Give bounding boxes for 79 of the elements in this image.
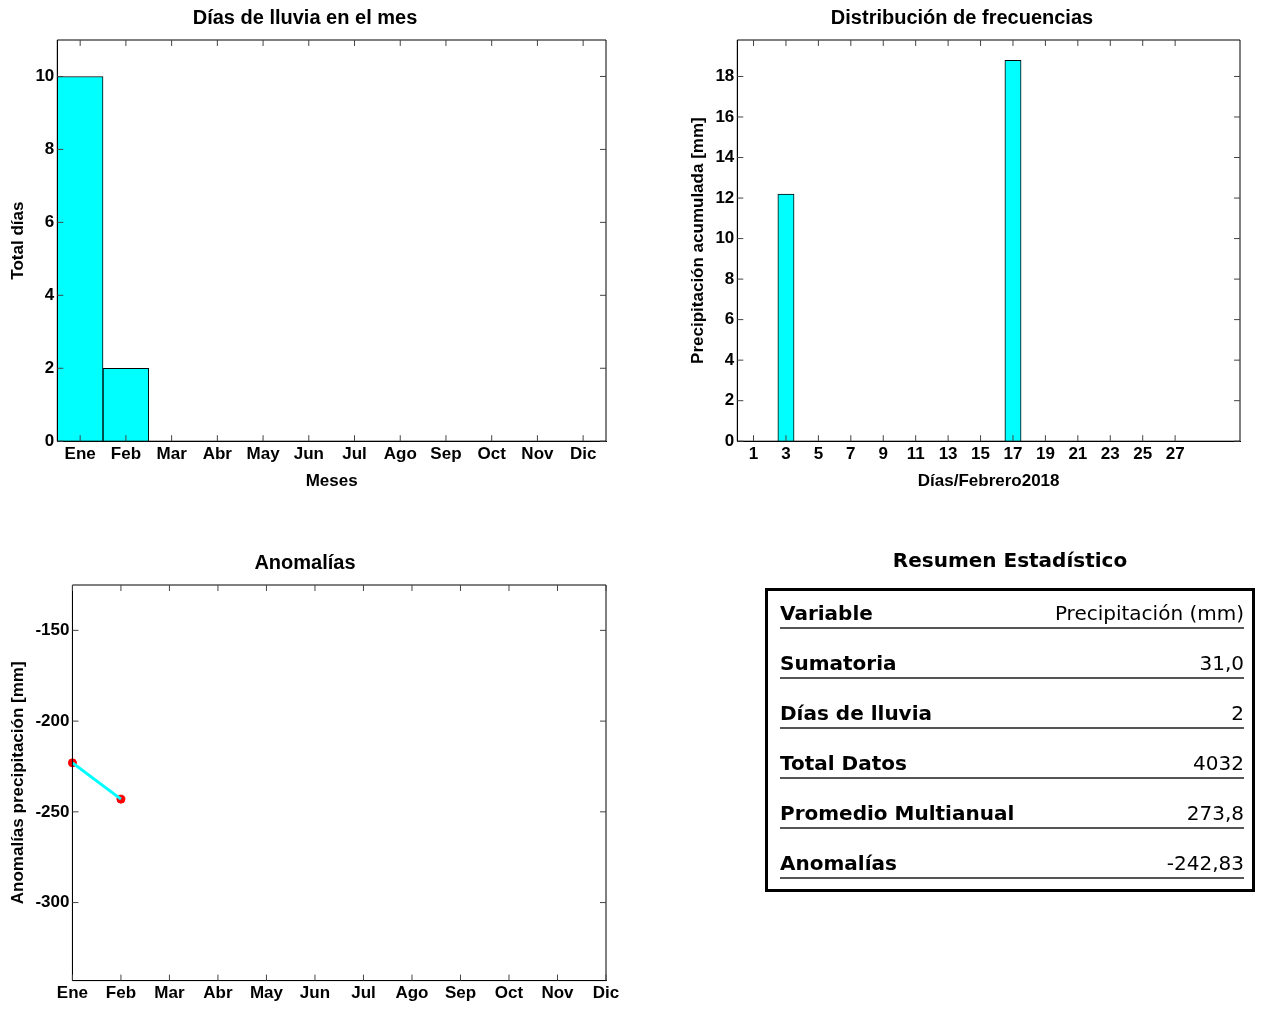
x-tick-label: 17 [1003,444,1023,464]
y-tick-label: -200 [35,710,70,730]
x-axis-title: Meses [305,471,358,491]
x-tick-label: Oct [494,983,524,1003]
x-tick-label: Mar [154,983,185,1003]
x-tick-label: 3 [781,444,791,464]
x-tick-label: 21 [1068,444,1088,464]
x-tick-label: Feb [105,983,137,1003]
y-tick-label: 14 [715,147,735,167]
x-tick-label: Mar [156,444,188,464]
chart-title: Distribución de frecuencias [830,5,1094,28]
text: 2 [1231,701,1244,725]
y-tick-label: 10 [715,228,735,248]
x-tick-label: 13 [938,444,958,464]
x-tick-label: Oct [477,444,507,464]
x-tick-label: 1 [748,444,759,464]
x-tick-label: Abr [203,983,233,1003]
x-tick-label: 25 [1133,444,1153,464]
x-tick-label: Nov [521,444,555,464]
x-tick-label: Abr [202,444,233,464]
text: Resumen Estadístico [891,548,1129,572]
y-tick-label: 0 [724,430,735,450]
text: Promedio Multianual [780,801,1015,825]
text: Anomalías [780,851,897,875]
x-tick-label: Ago [395,983,429,1003]
x-tick-label: Jun [299,983,331,1003]
x-tick-label: May [249,983,284,1003]
y-tick-label: 2 [44,357,55,377]
y-axis-title: Precipitación acumulada [mm] [687,117,707,364]
x-tick-label: 9 [878,444,888,464]
text: Precipitación (mm) [1054,601,1244,625]
x-tick-label: 23 [1100,444,1120,464]
x-tick-label: Ene [56,983,89,1003]
text: Total Datos [780,751,907,775]
x-axis-title: Días/Febrero2018 [917,471,1060,491]
x-tick-label: 15 [971,444,991,464]
x-tick-label: Nov [541,983,575,1003]
text: -242,83 [1166,851,1244,875]
y-tick-label: 2 [724,390,735,410]
y-tick-label: 18 [715,66,735,86]
x-tick-label: Feb [110,444,142,464]
y-tick-label: 4 [44,285,55,304]
y-tick-label: -150 [35,620,70,640]
text: 31,0 [1199,651,1244,675]
x-tick-label: Dic [569,444,597,464]
x-tick-label: May [246,444,281,464]
x-tick-label: Ago [383,444,417,464]
y-tick-label: 6 [724,309,735,329]
x-tick-label: Jul [342,444,367,464]
x-tick-label: Dic [592,983,620,1003]
y-tick-label: 8 [44,139,55,159]
y-axis-title: Anomalías precipitación [mm] [7,661,27,905]
chart-title: Anomalías [254,550,356,573]
x-tick-label: 5 [813,444,824,464]
chart-title: Días de lluvia en el mes [192,5,418,28]
x-tick-label: 27 [1165,444,1185,464]
x-tick-label: Sep [430,444,462,464]
text: Variable [780,601,873,625]
x-tick-label: 19 [1035,444,1055,464]
y-tick-label: 8 [724,268,735,288]
y-axis-title: Total días [7,201,27,280]
y-tick-label: -250 [35,801,70,821]
text: Días de lluvia [780,701,933,725]
text: 273,8 [1186,801,1244,825]
x-tick-label: Jul [351,983,376,1003]
y-tick-label: 12 [715,187,735,207]
y-tick-label: 16 [715,106,735,126]
x-tick-label: Ene [64,444,96,464]
y-tick-label: 0 [44,430,55,450]
text: 4032 [1193,751,1244,775]
y-tick-label: 10 [35,66,55,86]
y-tick-label: 6 [44,212,55,232]
x-tick-label: 11 [906,444,925,464]
y-tick-label: -300 [35,892,70,912]
x-tick-label: 7 [846,444,856,464]
y-tick-label: 4 [724,349,735,369]
x-tick-label: Sep [444,983,477,1003]
text: Sumatoria [780,651,897,675]
x-tick-label: Jun [293,444,324,464]
